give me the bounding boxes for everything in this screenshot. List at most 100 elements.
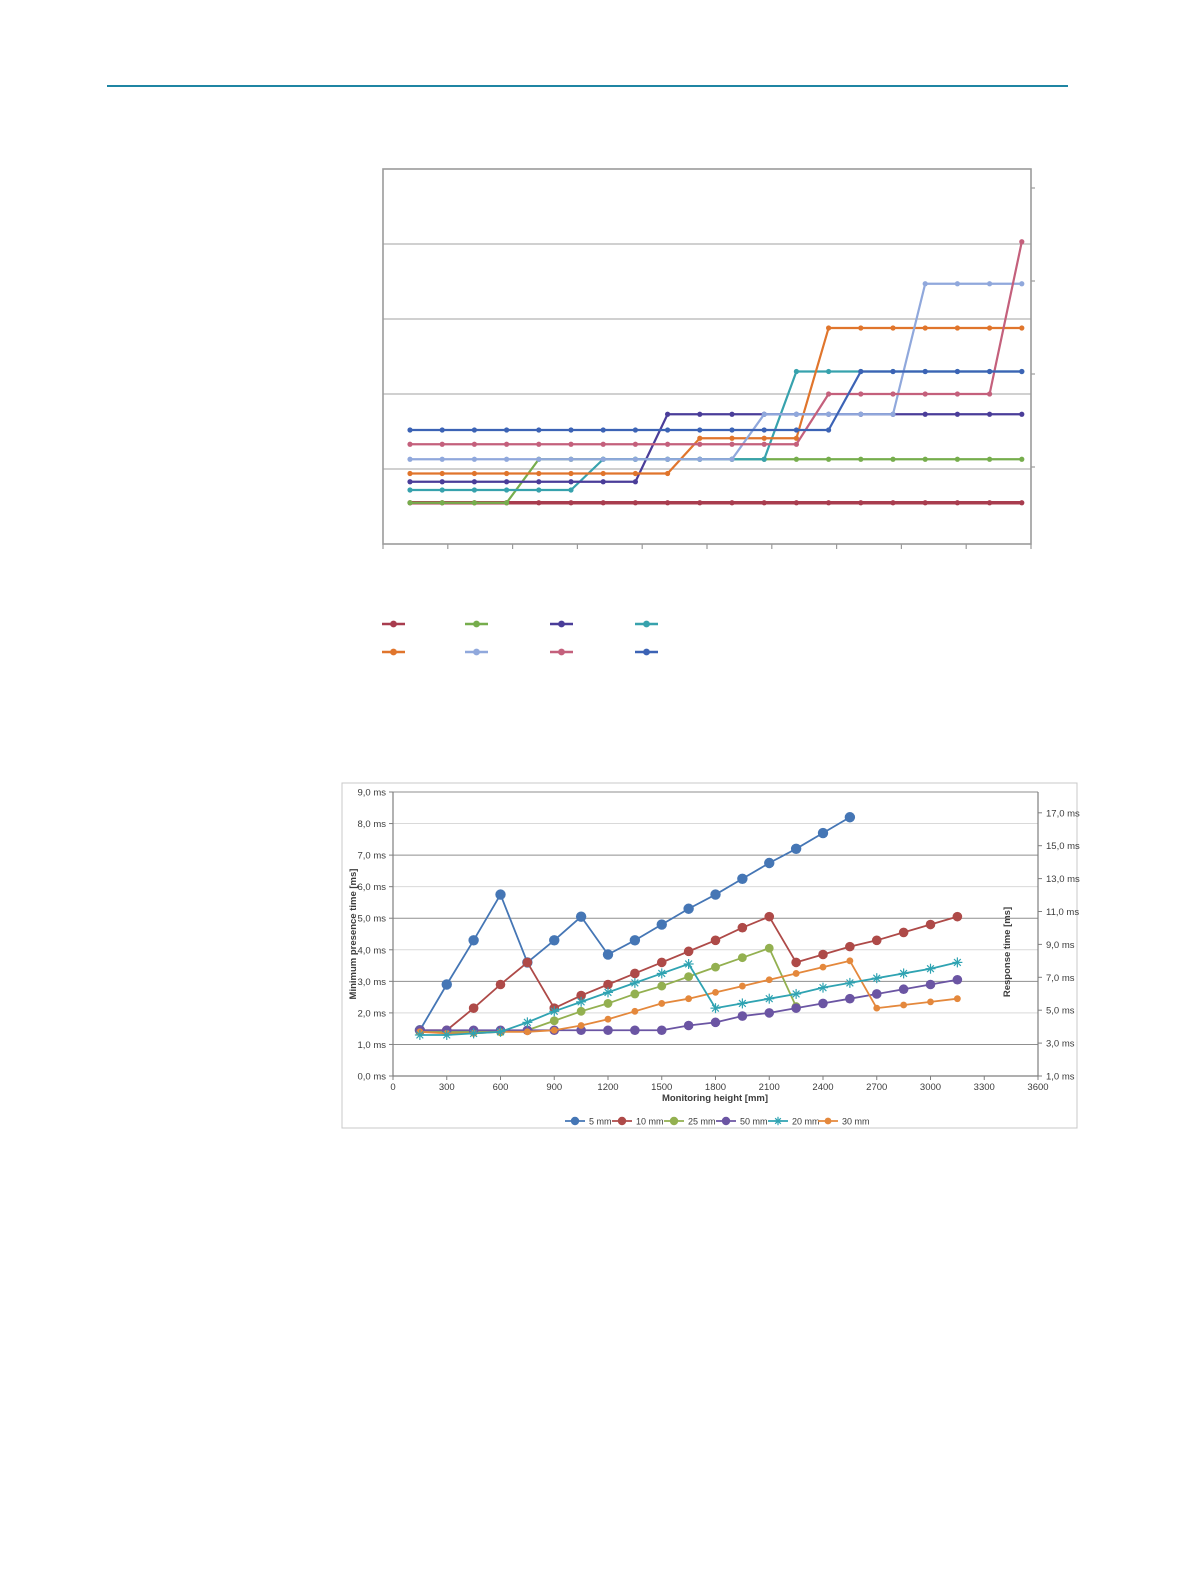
data-point-marker xyxy=(826,368,832,375)
data-point-marker xyxy=(761,456,767,462)
data-point-marker xyxy=(604,1015,612,1023)
x-tick-label: 3600 xyxy=(1027,1082,1048,1093)
data-point-marker xyxy=(665,500,671,506)
data-point-marker xyxy=(817,827,829,839)
data-point-marker xyxy=(952,911,963,922)
data-point-marker xyxy=(683,958,694,969)
left-tick-label: 6,0 ms xyxy=(357,882,386,893)
legend-marker xyxy=(390,620,397,628)
data-point-marker xyxy=(471,427,477,433)
data-point-marker xyxy=(632,441,639,447)
data-point-marker xyxy=(685,995,693,1003)
chart1-series-orange xyxy=(407,325,1025,477)
chart1-series-steel-blue xyxy=(407,368,1025,433)
data-point-marker xyxy=(602,949,614,960)
legend-marker xyxy=(643,648,650,656)
data-point-marker xyxy=(927,998,934,1006)
data-point-marker xyxy=(890,456,896,462)
data-point-marker xyxy=(665,411,671,417)
data-point-marker xyxy=(818,998,828,1009)
data-point-marker xyxy=(792,970,800,977)
legend-label: 30 mm xyxy=(842,1117,870,1127)
x-tick-label: 900 xyxy=(546,1082,562,1093)
data-point-marker xyxy=(954,391,961,397)
data-point-marker xyxy=(761,441,767,447)
legend-item-steel-blue xyxy=(635,648,658,656)
data-point-marker xyxy=(536,487,542,493)
data-point-marker xyxy=(710,1003,721,1014)
data-point-marker xyxy=(873,1004,881,1012)
data-point-marker xyxy=(922,368,928,375)
data-point-marker xyxy=(737,922,748,933)
data-point-marker xyxy=(468,1003,479,1013)
data-point-marker xyxy=(522,1017,533,1028)
data-point-marker xyxy=(791,957,801,968)
data-point-marker xyxy=(665,441,671,447)
legend-item-25mm: 25 mm xyxy=(664,1117,716,1127)
right-tick-label: 5,0 ms xyxy=(1046,1006,1075,1017)
legend-label: 10 mm xyxy=(636,1117,664,1127)
data-point-marker xyxy=(818,949,828,960)
data-point-marker xyxy=(603,999,613,1008)
left-tick-label: 4,0 ms xyxy=(357,945,386,956)
data-point-marker xyxy=(632,479,639,485)
data-point-marker xyxy=(858,411,864,417)
data-point-marker xyxy=(952,957,963,968)
data-point-marker xyxy=(600,456,606,462)
left-tick-label: 7,0 ms xyxy=(357,851,386,862)
x-tick-label: 1800 xyxy=(705,1082,726,1093)
data-point-marker xyxy=(710,889,721,900)
data-point-marker xyxy=(522,957,533,968)
chart1-series-light-blue xyxy=(407,281,1025,462)
data-point-marker xyxy=(1019,411,1025,417)
x-tick-label: 2700 xyxy=(866,1082,887,1093)
data-point-marker xyxy=(441,979,452,990)
data-point-marker xyxy=(987,500,993,506)
data-point-marker xyxy=(439,479,445,485)
data-point-marker xyxy=(765,976,773,984)
legend-marker xyxy=(824,1117,832,1125)
data-point-marker xyxy=(600,479,606,485)
x-tick-label: 600 xyxy=(493,1082,509,1093)
data-point-marker xyxy=(952,974,963,985)
data-point-marker xyxy=(568,487,574,493)
data-point-marker xyxy=(536,456,542,462)
data-point-marker xyxy=(629,977,640,988)
legend-marker xyxy=(617,1116,627,1126)
data-point-marker xyxy=(900,1001,908,1009)
data-point-marker xyxy=(656,1025,667,1036)
data-point-marker xyxy=(536,427,542,433)
data-point-marker xyxy=(761,427,767,433)
data-point-marker xyxy=(844,977,855,988)
step-line-chart-legend xyxy=(382,620,658,656)
data-point-marker xyxy=(629,935,641,946)
data-point-marker xyxy=(858,391,864,397)
legend-item-teal xyxy=(635,620,658,628)
data-point-marker xyxy=(737,953,747,963)
legend-marker xyxy=(669,1116,679,1126)
legend-label: 25 mm xyxy=(688,1117,716,1127)
data-point-marker xyxy=(471,487,477,493)
data-point-marker xyxy=(793,456,800,462)
data-point-marker xyxy=(576,990,586,1001)
legend-item-rose xyxy=(550,648,573,656)
right-tick-label: 15,0 ms xyxy=(1046,841,1080,852)
data-point-marker xyxy=(495,889,506,900)
data-point-marker xyxy=(407,441,413,447)
data-point-marker xyxy=(871,989,882,999)
data-point-marker xyxy=(846,957,854,965)
data-point-marker xyxy=(793,500,800,506)
data-point-marker xyxy=(987,368,993,375)
left-tick-label: 8,0 ms xyxy=(357,819,386,830)
legend-marker xyxy=(570,1116,580,1126)
data-point-marker xyxy=(737,1011,748,1021)
presence-response-chart-figure: 9,0 ms 8,0 ms 7,0 ms 6,0 ms 5,0 ms 4,0 ms 3,0 … xyxy=(341,782,1080,1129)
data-point-marker xyxy=(761,411,767,417)
data-point-marker xyxy=(826,391,832,397)
data-point-marker xyxy=(439,456,445,462)
data-point-marker xyxy=(568,500,574,506)
data-point-marker xyxy=(577,1022,585,1029)
legend-item-20mm: 20 mm xyxy=(768,1117,820,1127)
data-point-marker xyxy=(890,368,896,375)
data-point-marker xyxy=(845,993,855,1004)
